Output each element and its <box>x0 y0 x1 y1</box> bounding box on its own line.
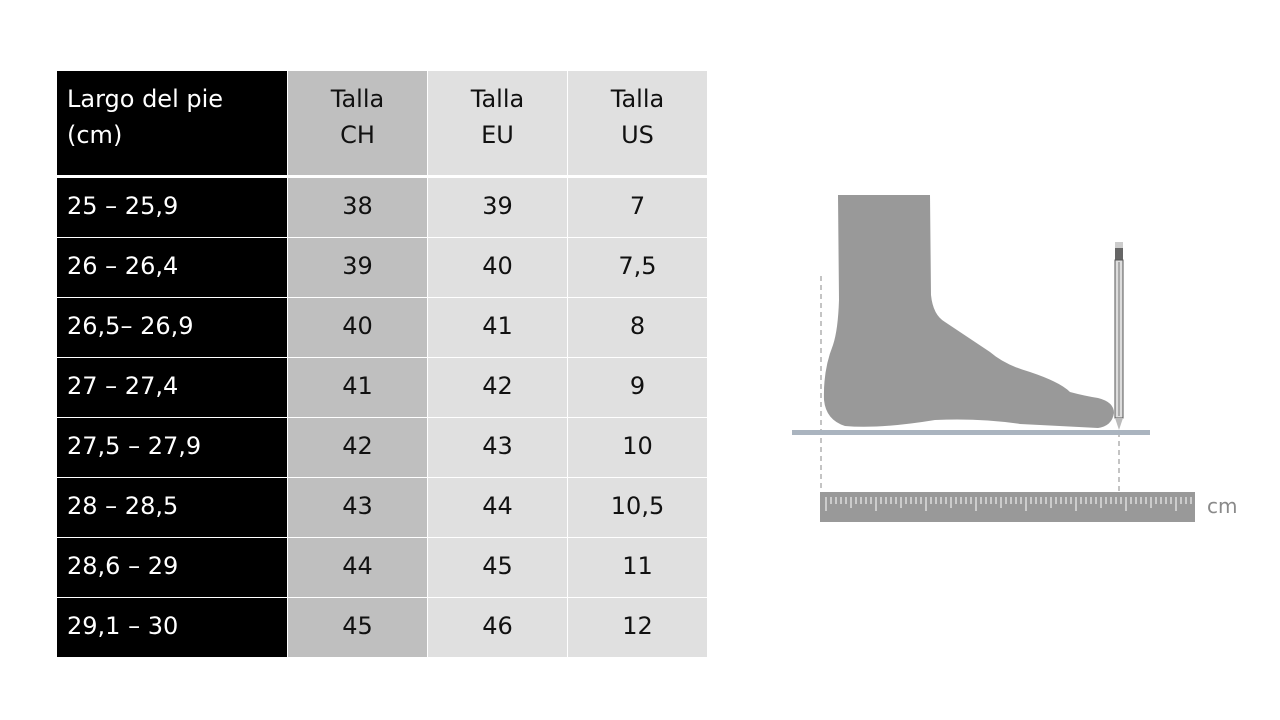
table-row: 26,5– 26,9 40 41 8 <box>57 298 707 358</box>
table-row: 28,6 – 29 44 45 11 <box>57 538 707 598</box>
table-header: Largo del pie (cm) Talla CH Talla EU Talla U… <box>57 71 707 178</box>
header-line: EU <box>481 121 514 149</box>
table-row: 27,5 – 27,9 42 43 10 <box>57 418 707 478</box>
cell-foot-length: 28,6 – 29 <box>57 538 288 597</box>
cell-foot-length: 26 – 26,4 <box>57 238 288 297</box>
cell-size-eu: 44 <box>428 478 568 537</box>
cell-foot-length: 27 – 27,4 <box>57 358 288 417</box>
foot-icon <box>823 195 1114 428</box>
cell-size-ch: 38 <box>288 178 428 237</box>
header-foot-length: Largo del pie (cm) <box>57 71 288 175</box>
cell-size-us: 7,5 <box>568 238 707 297</box>
cell-size-ch: 41 <box>288 358 428 417</box>
header-size-eu: Talla EU <box>428 71 568 175</box>
cell-foot-length: 29,1 – 30 <box>57 598 288 657</box>
cell-foot-length: 27,5 – 27,9 <box>57 418 288 477</box>
header-size-us: Talla US <box>568 71 707 175</box>
header-line: (cm) <box>67 121 123 149</box>
cell-size-eu: 40 <box>428 238 568 297</box>
floor-line <box>792 430 1150 435</box>
header-line: Talla <box>330 85 385 113</box>
table-row: 27 – 27,4 41 42 9 <box>57 358 707 418</box>
size-table: Largo del pie (cm) Talla CH Talla EU Talla U… <box>57 71 707 658</box>
cell-foot-length: 26,5– 26,9 <box>57 298 288 357</box>
cell-size-ch: 43 <box>288 478 428 537</box>
cell-foot-length: 25 – 25,9 <box>57 178 288 237</box>
cell-foot-length: 28 – 28,5 <box>57 478 288 537</box>
header-line: Largo del pie <box>67 85 224 113</box>
header-size-ch: Talla CH <box>288 71 428 175</box>
ruler-icon <box>820 492 1195 522</box>
cell-size-us: 12 <box>568 598 707 657</box>
header-line: Talla <box>610 85 665 113</box>
cell-size-eu: 45 <box>428 538 568 597</box>
cell-size-us: 10,5 <box>568 478 707 537</box>
cell-size-us: 11 <box>568 538 707 597</box>
table-row: 26 – 26,4 39 40 7,5 <box>57 238 707 298</box>
table-row: 28 – 28,5 43 44 10,5 <box>57 478 707 538</box>
cell-size-eu: 41 <box>428 298 568 357</box>
cell-size-eu: 46 <box>428 598 568 657</box>
table-row: 29,1 – 30 45 46 12 <box>57 598 707 658</box>
cell-size-ch: 44 <box>288 538 428 597</box>
unit-label: cm <box>1207 494 1238 518</box>
cell-size-us: 7 <box>568 178 707 237</box>
cell-size-ch: 45 <box>288 598 428 657</box>
cell-size-ch: 39 <box>288 238 428 297</box>
pencil-icon <box>1114 242 1124 430</box>
cell-size-eu: 39 <box>428 178 568 237</box>
header-line: CH <box>340 121 375 149</box>
cell-size-ch: 40 <box>288 298 428 357</box>
header-line: US <box>621 121 654 149</box>
cell-size-ch: 42 <box>288 418 428 477</box>
cell-size-us: 8 <box>568 298 707 357</box>
cell-size-us: 9 <box>568 358 707 417</box>
cell-size-eu: 42 <box>428 358 568 417</box>
header-line: Talla <box>470 85 525 113</box>
cell-size-us: 10 <box>568 418 707 477</box>
cell-size-eu: 43 <box>428 418 568 477</box>
table-row: 25 – 25,9 38 39 7 <box>57 178 707 238</box>
